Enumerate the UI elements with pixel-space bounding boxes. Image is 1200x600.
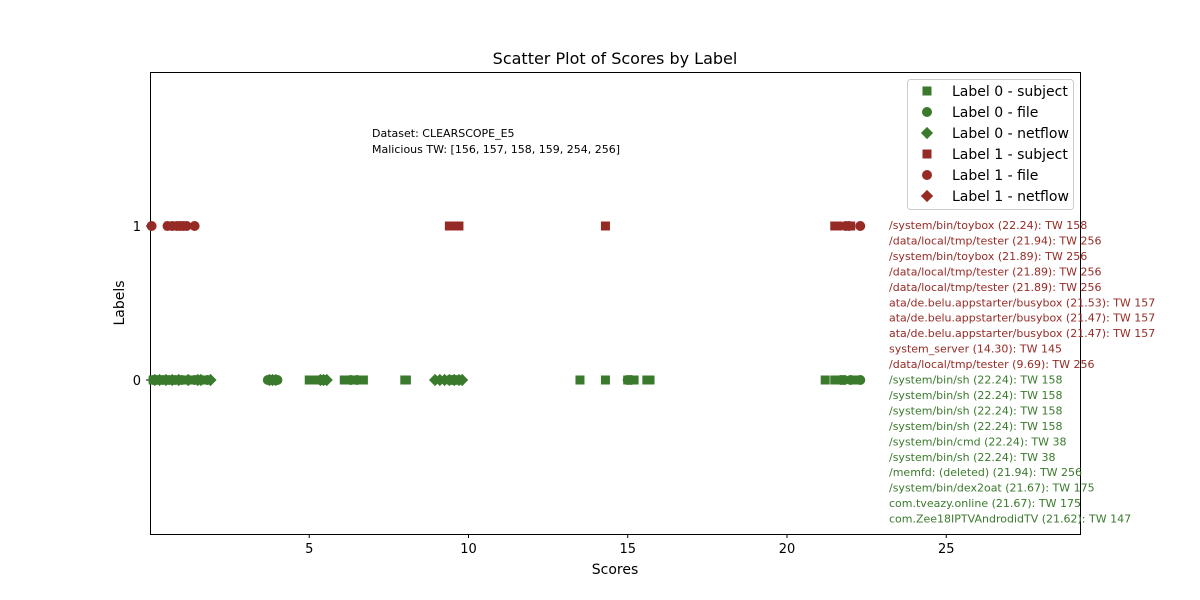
- series-label-1-file: [146, 221, 866, 231]
- data-point: [358, 375, 368, 385]
- score-label: /system/bin/sh (22.24): TW 158: [889, 389, 1062, 402]
- score-label: /data/local/tmp/tester (21.89): TW 256: [889, 281, 1102, 294]
- legend-marker: [922, 170, 932, 180]
- legend-label: Label 0 - subject: [952, 84, 1068, 100]
- score-label: /data/local/tmp/tester (9.69): TW 256: [889, 358, 1095, 371]
- score-label: com.tveazy.online (21.67): TW 175: [889, 497, 1081, 510]
- y-tick-label: 0: [133, 374, 141, 389]
- series-label-1-subject: [164, 221, 856, 231]
- y-tick-label: 1: [133, 220, 141, 235]
- legend-label: Label 0 - netflow: [952, 126, 1069, 142]
- score-label: ata/de.belu.appstarter/busybox (21.47): …: [889, 327, 1155, 340]
- score-label: ata/de.belu.appstarter/busybox (21.47): …: [889, 312, 1155, 325]
- data-point: [845, 375, 856, 385]
- data-point: [833, 221, 843, 231]
- score-label: /system/bin/toybox (21.89): TW 256: [889, 250, 1087, 263]
- score-label: com.Zee18IPTVAndrodidTV (21.62): TW 147: [889, 513, 1131, 526]
- series-label-0-netflow: [148, 373, 469, 387]
- data-point: [600, 221, 610, 231]
- data-point: [820, 375, 830, 385]
- x-tick-label: 15: [619, 542, 636, 557]
- x-axis: 5 10 15 20 25: [305, 534, 955, 557]
- data-point: [159, 373, 172, 387]
- score-label: /system/bin/dex2oat (21.67): TW 175: [889, 482, 1095, 495]
- data-point: [454, 221, 464, 231]
- plot-area: [150, 72, 1081, 535]
- data-point: [166, 373, 179, 387]
- data-point: [320, 373, 333, 387]
- score-label: system_server (14.30): TW 145: [889, 343, 1062, 356]
- legend-label: Label 0 - file: [952, 105, 1038, 121]
- data-point: [855, 375, 866, 385]
- score-label: /system/bin/toybox (22.24): TW 158: [889, 219, 1087, 232]
- data-point: [844, 221, 855, 231]
- data-point: [153, 373, 166, 387]
- score-label: /data/local/tmp/tester (21.94): TW 256: [889, 234, 1102, 247]
- score-label: /system/bin/cmd (22.24): TW 38: [889, 435, 1067, 448]
- score-label: /system/bin/sh (22.24): TW 158: [889, 374, 1062, 387]
- plot-frame: [150, 72, 1081, 535]
- score-label: /system/bin/sh (22.24): TW 158: [889, 404, 1062, 417]
- x-axis-label: Scores: [592, 562, 639, 578]
- series-label-0-file: [148, 375, 866, 385]
- data-point: [645, 375, 655, 385]
- legend-marker: [920, 189, 934, 203]
- legend-marker: [922, 149, 932, 159]
- data-point: [204, 373, 217, 387]
- data-point: [172, 373, 185, 387]
- chart-title: Scatter Plot of Scores by Label: [493, 49, 738, 68]
- data-point: [352, 375, 363, 385]
- legend-label: Label 1 - file: [952, 168, 1038, 184]
- annotation-malicious-tw: Malicious TW: [156, 157, 158, 159, 254, …: [372, 143, 620, 156]
- score-label: /system/bin/sh (22.24): TW 158: [889, 420, 1062, 433]
- score-label: /memfd: (deleted) (21.94): TW 256: [889, 466, 1082, 479]
- score-label: /system/bin/sh (22.24): TW 38: [889, 451, 1055, 464]
- legend-frame: [907, 79, 1074, 210]
- data-point: [575, 375, 585, 385]
- data-markers: [146, 221, 866, 387]
- data-point: [339, 375, 349, 385]
- y-axis-label: Labels: [112, 280, 128, 325]
- legend-marker: [922, 86, 932, 96]
- x-tick-label: 10: [460, 542, 477, 557]
- data-point: [855, 221, 866, 231]
- series-label-0-subject: [148, 375, 862, 385]
- data-point: [830, 375, 840, 385]
- data-point: [401, 375, 411, 385]
- score-label: /data/local/tmp/tester (21.89): TW 256: [889, 265, 1102, 278]
- data-point: [600, 375, 610, 385]
- data-point: [146, 221, 157, 231]
- legend-marker: [922, 107, 932, 117]
- data-point: [181, 221, 192, 231]
- legend: Label 0 - subject Label 0 - file Label 0 -…: [907, 79, 1074, 210]
- dataset-annotation: Dataset: CLEARSCOPE_E5 Malicious TW: [15…: [372, 127, 620, 156]
- x-tick-label: 25: [938, 542, 955, 557]
- legend-label: Label 1 - netflow: [952, 189, 1069, 205]
- score-labels-list: /system/bin/toybox (22.24): TW 158/data/…: [889, 219, 1155, 526]
- data-point: [307, 375, 317, 385]
- data-point: [625, 375, 636, 385]
- data-point: [269, 373, 282, 387]
- data-point: [189, 221, 200, 231]
- annotation-dataset: Dataset: CLEARSCOPE_E5: [372, 127, 515, 140]
- data-point: [194, 373, 208, 387]
- legend-label: Label 1 - subject: [952, 147, 1068, 163]
- legend-marker: [920, 126, 934, 140]
- x-tick-label: 20: [779, 542, 796, 557]
- x-tick-label: 5: [305, 542, 313, 557]
- data-point: [456, 373, 469, 387]
- data-point: [182, 373, 195, 387]
- score-label: ata/de.belu.appstarter/busybox (21.53): …: [889, 296, 1155, 309]
- y-axis: 01: [133, 220, 150, 389]
